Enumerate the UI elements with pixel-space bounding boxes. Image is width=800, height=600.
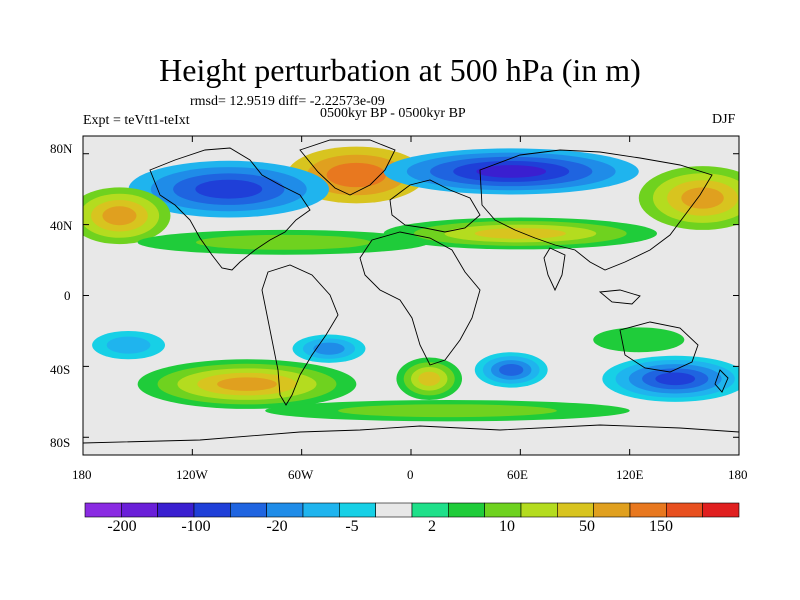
lat-label-40s: 40S	[50, 362, 71, 377]
season-label: DJF	[712, 112, 736, 127]
colorbar-swatch	[121, 502, 158, 518]
lat-label-0: 0	[64, 288, 71, 303]
lat-label-80n: 80N	[50, 141, 73, 156]
contour-region-greenland-high	[326, 162, 387, 188]
lon-label-120w: 120W	[176, 467, 208, 482]
lat-label-40n: 40N	[50, 218, 73, 233]
colorbar-swatch	[557, 502, 594, 518]
colorbar-swatch	[411, 502, 449, 518]
period-label: 0500kyr BP - 0500kyr BP	[320, 106, 466, 121]
colorbar-swatch	[339, 502, 376, 518]
contour-region-north-america-low	[195, 179, 263, 199]
contour-region-subtropic-band-east	[474, 228, 566, 239]
colorbar-label: 50	[579, 518, 595, 535]
contour-region-australia-south-low	[655, 372, 696, 386]
colorbar	[84, 502, 740, 518]
lon-label-180w: 180	[72, 467, 92, 482]
colorbar-swatch	[84, 502, 122, 518]
contour-region-north-pacific-high	[102, 206, 137, 226]
experiment-label: Expt = teVtt1-teIxt	[83, 113, 190, 128]
axis-ticks	[82, 136, 740, 455]
contour-region-eurasia-low	[476, 165, 547, 178]
lon-label-60e: 60E	[507, 467, 528, 482]
colorbar-label: -100	[181, 518, 211, 535]
colorbar-swatch	[375, 502, 413, 518]
plot-area	[83, 136, 739, 455]
colorbar-label: 10	[499, 518, 515, 535]
colorbar-label: -5	[345, 518, 359, 535]
colorbar-swatch	[193, 502, 231, 518]
lon-label-180e: 180	[728, 467, 748, 482]
lat-label-80s: 80S	[50, 435, 71, 450]
colorbar-label: 150	[649, 518, 673, 535]
colorbar-swatch	[302, 502, 340, 518]
colorbar-label: -20	[266, 518, 288, 535]
height-perturbation-field	[83, 146, 739, 422]
colorbar-swatch	[266, 502, 304, 518]
lon-label-60w: 60W	[288, 467, 314, 482]
contour-region-siberia-high	[681, 187, 724, 209]
plot-title: Height perturbation at 500 hPa (in m)	[159, 52, 641, 88]
colorbar-label: -200	[107, 518, 137, 535]
colorbar-label: 2	[428, 518, 436, 535]
lon-label-120e: 120E	[616, 467, 644, 482]
colorbar-swatch	[230, 502, 267, 518]
lon-label-0: 0	[407, 467, 414, 482]
contour-region-subtropic-band-west	[195, 234, 371, 250]
colorbar-swatch	[702, 502, 740, 518]
colorbar-swatch	[520, 502, 558, 518]
colorbar-swatch	[629, 502, 667, 518]
contour-region-southern-band	[338, 404, 557, 418]
colorbar-swatch	[484, 502, 522, 518]
colorbar-swatch	[448, 502, 485, 518]
contour-region-south-atlantic-low	[313, 342, 345, 355]
colorbar-swatch	[157, 502, 195, 518]
colorbar-swatch	[593, 502, 631, 518]
contour-region-south-atlantic-high	[418, 371, 441, 386]
contour-region-east-pacific-low	[106, 336, 151, 354]
contour-region-tropical-green	[593, 327, 685, 353]
contour-region-south-pacific-high	[217, 377, 277, 391]
contour-region-indian-ocean-low	[499, 364, 524, 376]
coastlines	[83, 139, 739, 444]
colorbar-swatch	[666, 502, 703, 518]
stats-text: rmsd= 12.9519 diff= -2.22573e-09	[190, 94, 385, 109]
